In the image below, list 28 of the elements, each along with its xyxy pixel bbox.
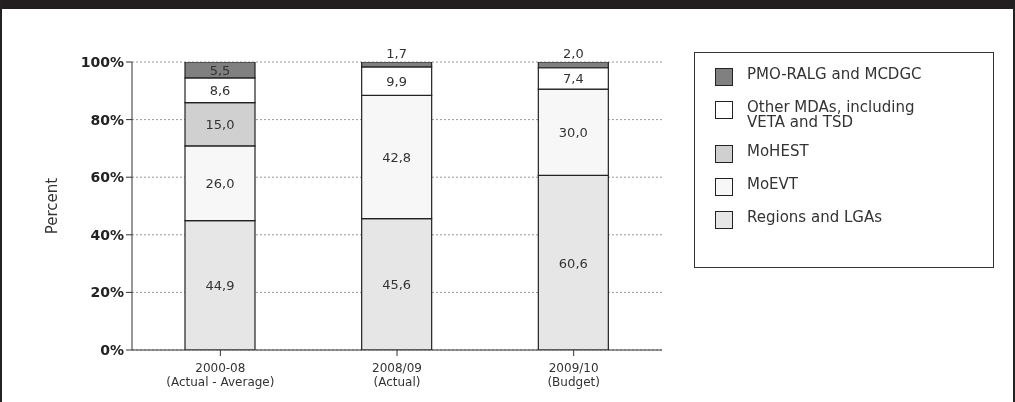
x-tick-label: 2009/10 (Budget) (547, 361, 600, 389)
legend-label: Regions and LGAs (747, 208, 883, 226)
data-label: 26,0 (205, 176, 235, 192)
data-label: 42,8 (382, 150, 412, 166)
legend-label: Other MDAs, including VETA and TSD (747, 98, 916, 131)
data-label: 15,0 (205, 117, 235, 133)
y-tick-label: 100% (80, 53, 124, 70)
y-tick-label: 80% (90, 111, 124, 128)
y-tick-label: 0% (100, 341, 124, 358)
data-label: 60,6 (558, 255, 588, 271)
data-label: 8,6 (209, 83, 231, 99)
y-tick-label: 20% (90, 284, 124, 301)
x-tick-label: 2008/09 (Actual) (372, 361, 422, 389)
data-label: 5,5 (209, 62, 231, 78)
data-label: 30,0 (558, 125, 588, 141)
data-label: 7,4 (562, 71, 584, 87)
x-tick-label: 2000-08 (Actual - Average) (166, 361, 275, 389)
y-axis-title: Percent (43, 177, 62, 235)
data-label: 44,9 (205, 278, 235, 294)
data-label: 45,6 (382, 277, 412, 293)
legend-label: MoEVT (747, 175, 800, 193)
data-label: 2,0 (562, 46, 584, 61)
legend-label: MoHEST (747, 142, 810, 160)
y-tick-label: 60% (90, 169, 124, 186)
y-tick-label: 40% (90, 226, 124, 243)
data-label: 1,7 (386, 46, 408, 61)
data-label: 9,9 (386, 74, 408, 90)
legend-label: PMO-RALG and MCDGC (747, 65, 923, 83)
